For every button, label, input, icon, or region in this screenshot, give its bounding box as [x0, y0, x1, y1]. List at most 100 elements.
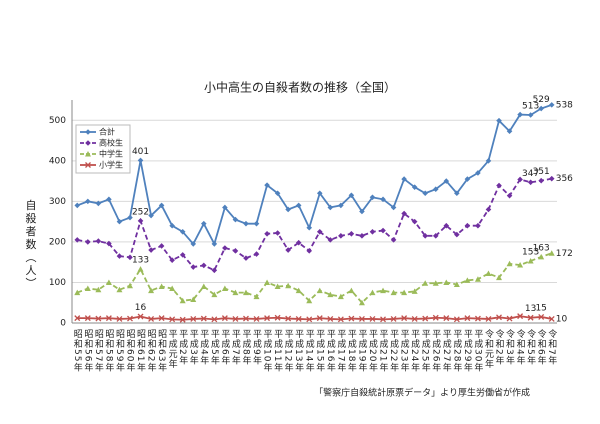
x-tick-label: 平成25年 [420, 329, 431, 373]
point [337, 293, 344, 300]
x-tick-label: 平成12年 [283, 329, 294, 373]
point [274, 283, 281, 290]
data-label: 10 [556, 314, 568, 324]
point [496, 274, 503, 281]
x-tick-label: 平成9年 [251, 329, 262, 366]
y-tick-label: 300 [49, 197, 66, 207]
point [253, 315, 260, 322]
point [179, 316, 186, 323]
point [517, 313, 524, 320]
x-tick-label: 昭和57年 [93, 329, 104, 373]
point [369, 315, 376, 322]
point [327, 291, 334, 298]
x-tick-label: 平成13年 [293, 329, 304, 373]
point [95, 286, 102, 293]
point [369, 289, 376, 296]
point [538, 253, 545, 260]
point [306, 224, 313, 231]
point [211, 316, 218, 323]
point [411, 184, 418, 190]
point [432, 186, 439, 192]
point [443, 222, 450, 229]
point [126, 282, 133, 289]
point [74, 202, 81, 209]
point [327, 204, 334, 211]
data-label: 351 [533, 167, 550, 177]
point [464, 222, 471, 229]
point [359, 208, 365, 215]
point [358, 315, 365, 322]
point [295, 202, 302, 209]
data-label: 252 [132, 207, 149, 217]
point [496, 182, 502, 189]
y-axis-label: 自殺者数（人） [24, 199, 37, 290]
point [127, 315, 133, 322]
legend-label: 中学生 [99, 149, 123, 159]
point [264, 279, 271, 285]
y-tick-label: 500 [49, 116, 66, 126]
point [369, 228, 376, 235]
data-label: 513 [522, 102, 539, 112]
x-tick-label: 令和7年 [546, 328, 557, 366]
point [137, 157, 144, 164]
point [348, 192, 355, 199]
point [369, 194, 376, 201]
point [380, 316, 386, 323]
point [475, 170, 481, 176]
x-tick-label: 平成5年 [209, 329, 220, 366]
point [211, 267, 218, 274]
point [359, 233, 365, 239]
x-tick-label: 平成30年 [472, 329, 483, 373]
y-tick-label: 100 [49, 278, 66, 288]
point [432, 233, 439, 239]
x-tick-label: 平成3年 [188, 329, 199, 366]
point [401, 210, 407, 217]
legend-marker [85, 151, 91, 157]
point [232, 315, 239, 322]
point [74, 237, 81, 243]
x-tick-label: 平成4年 [198, 329, 209, 366]
point [190, 264, 197, 270]
point [221, 285, 228, 292]
point [190, 241, 197, 247]
point [116, 218, 123, 225]
point [179, 252, 186, 258]
x-tick-label: 昭和61年 [135, 329, 146, 373]
legend-label: 小学生 [99, 160, 123, 170]
y-tick-label: 0 [60, 319, 66, 329]
y-tick-label: 400 [49, 156, 66, 166]
x-tick-label: 平成20年 [367, 329, 378, 373]
point [548, 315, 555, 322]
point [517, 176, 523, 183]
x-tick-label: 平成7年 [230, 329, 241, 366]
x-tick-label: 平成6年 [219, 329, 230, 366]
point [506, 192, 513, 199]
x-tick-label: 昭和60年 [124, 329, 135, 373]
point [232, 248, 239, 254]
point [548, 102, 555, 108]
point [506, 128, 513, 135]
point [285, 206, 291, 213]
point [443, 279, 450, 285]
x-tick-label: 平成8年 [240, 329, 251, 366]
point [221, 315, 228, 322]
x-tick-label: 平成16年 [325, 329, 336, 373]
x-tick-label: 昭和55年 [72, 329, 83, 373]
point [285, 282, 292, 289]
point [95, 200, 102, 207]
point [243, 255, 249, 261]
point [411, 218, 418, 225]
point [158, 283, 165, 290]
point [432, 314, 439, 321]
x-tick-label: 昭和63年 [156, 329, 167, 373]
x-tick-label: 平成18年 [346, 329, 357, 373]
data-label: 401 [132, 147, 149, 157]
point [274, 314, 281, 321]
point [306, 297, 313, 304]
point [116, 315, 123, 322]
point [306, 248, 313, 254]
point [190, 315, 197, 322]
point [158, 315, 165, 322]
point [548, 175, 555, 182]
data-label: 356 [556, 174, 573, 184]
